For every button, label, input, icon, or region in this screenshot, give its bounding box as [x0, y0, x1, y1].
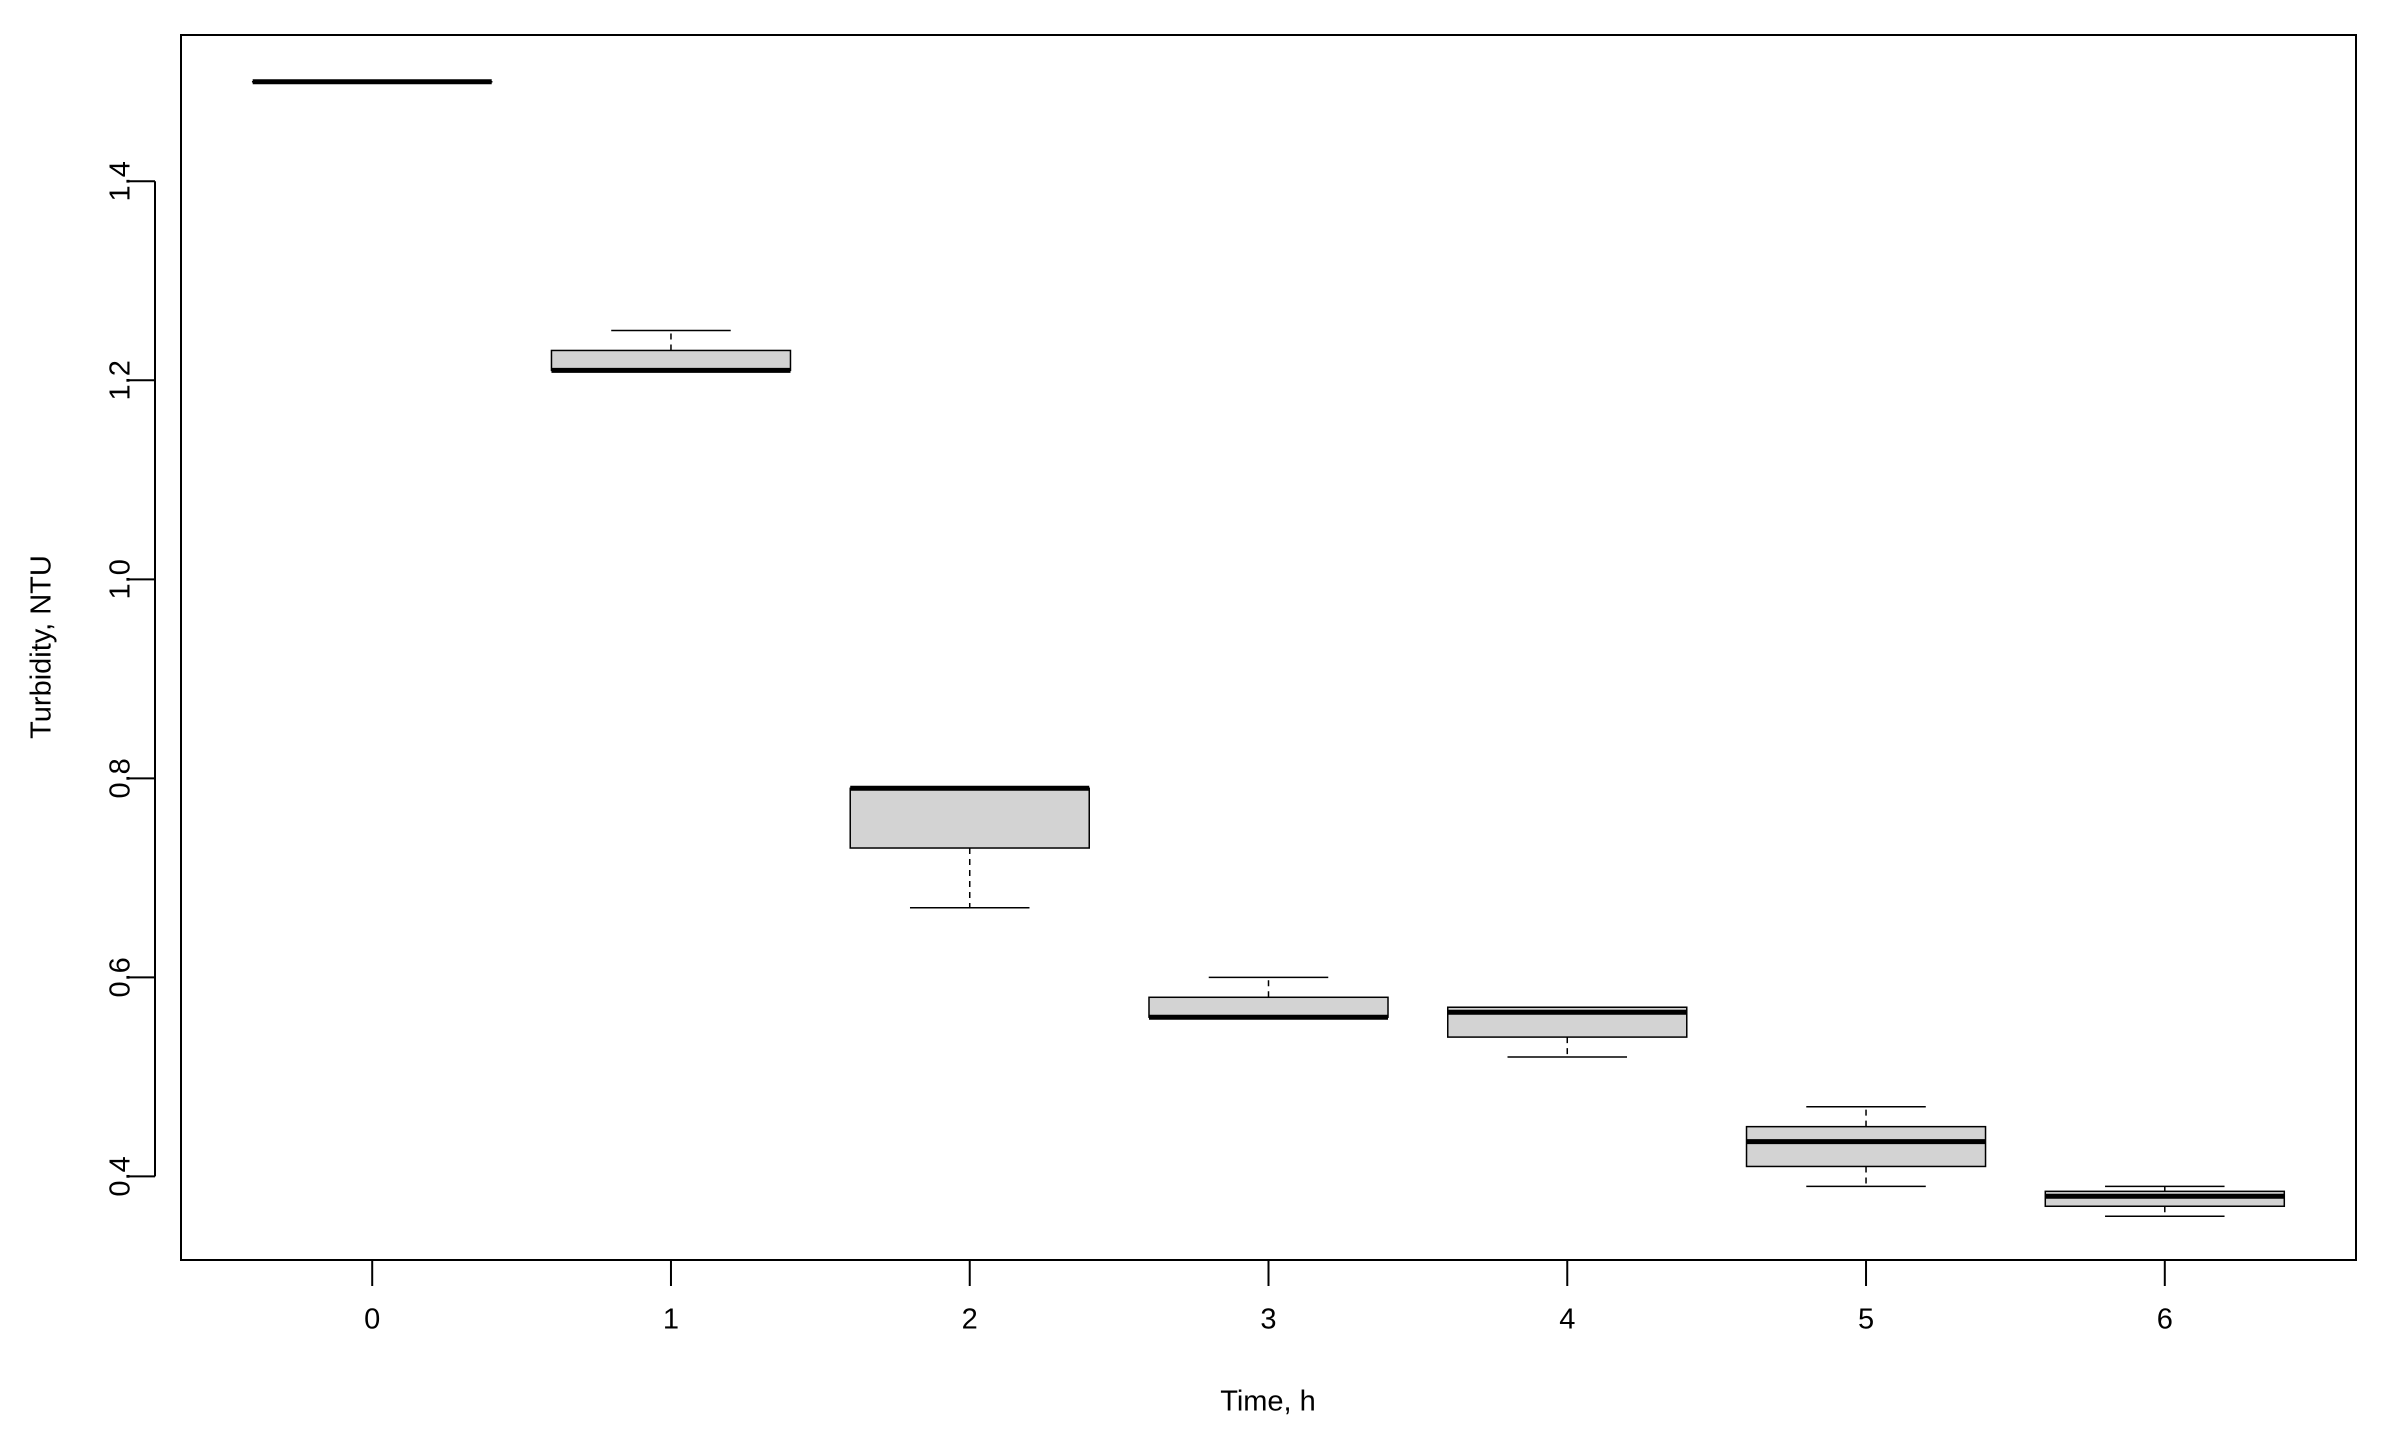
box [1148, 996, 1389, 1018]
y-tick-label: 0.6 [105, 957, 137, 997]
y-tick-label: 1.2 [105, 360, 137, 400]
y-axis-title: Turbidity, NTU [26, 555, 58, 739]
x-tick-label: 6 [2157, 1304, 2173, 1336]
x-tick-label: 0 [364, 1304, 380, 1336]
box [550, 349, 792, 372]
y-tick-label: 1.4 [105, 161, 137, 201]
x-axis-title: Time, h [1220, 1386, 1316, 1418]
x-tick-label: 4 [1559, 1304, 1575, 1336]
y-tick-label: 0.8 [105, 758, 137, 798]
y-tick-label: 0.4 [105, 1156, 137, 1196]
y-tick-label: 1.0 [105, 559, 137, 599]
box [849, 787, 1090, 849]
x-tick-label: 3 [1260, 1304, 1276, 1336]
x-tick-label: 5 [1858, 1304, 1874, 1336]
x-tick-label: 2 [962, 1304, 978, 1336]
x-tick-label: 1 [663, 1304, 679, 1336]
plot-frame [180, 34, 2357, 1261]
box [1745, 1125, 1987, 1168]
